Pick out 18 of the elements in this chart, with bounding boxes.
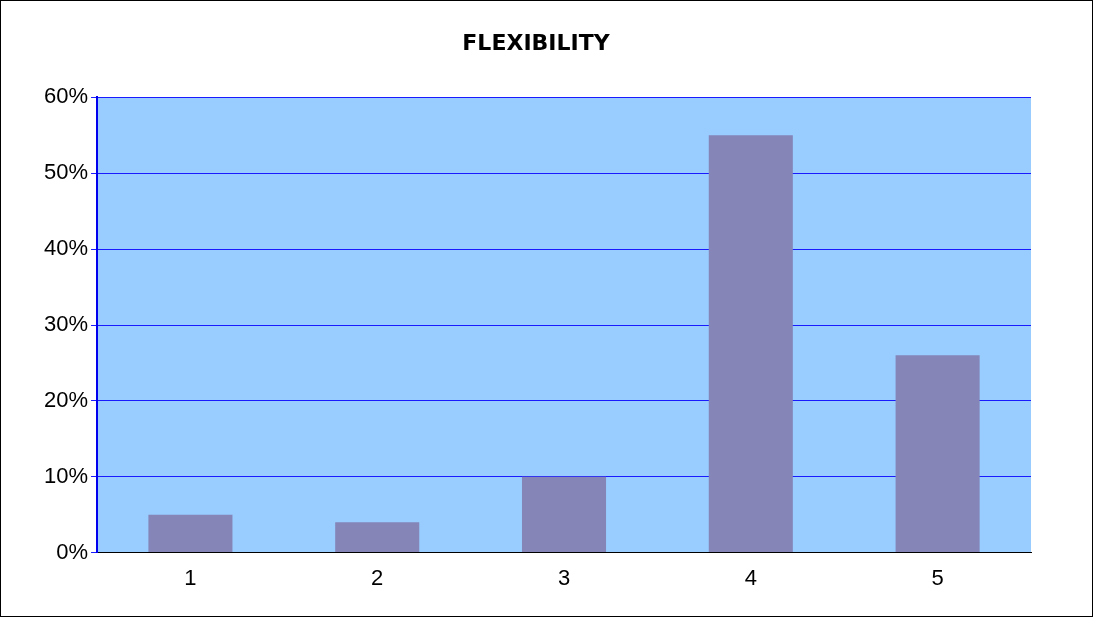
- x-tick-label: 3: [557, 564, 571, 590]
- chart-title: FLEXIBILITY: [462, 29, 611, 55]
- bar: [335, 522, 420, 553]
- y-tick-label: 0%: [56, 538, 89, 564]
- y-tick-label: 60%: [43, 83, 89, 109]
- x-tick-label: 2: [371, 564, 384, 590]
- bar: [521, 476, 607, 553]
- y-tick-label: 20%: [43, 386, 89, 412]
- x-tick-label: 4: [744, 564, 757, 590]
- y-tick-label: 40%: [43, 235, 89, 261]
- y-tick-label: 10%: [43, 462, 89, 488]
- bar: [895, 355, 980, 553]
- x-tick-label: 5: [931, 564, 944, 590]
- x-tick-label: 1: [184, 564, 197, 590]
- y-tick-label: 50%: [43, 159, 89, 185]
- bar: [148, 514, 233, 553]
- bar: [708, 135, 793, 553]
- y-tick-label: 30%: [43, 311, 89, 337]
